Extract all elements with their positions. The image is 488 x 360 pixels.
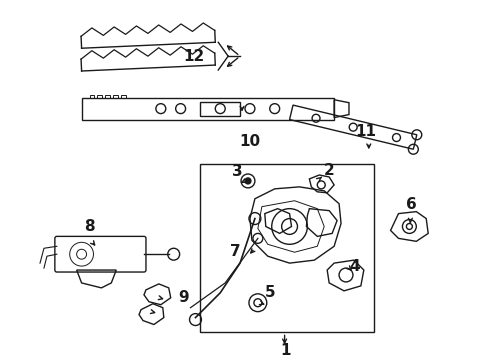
Text: 2: 2	[323, 162, 334, 177]
Circle shape	[244, 178, 250, 184]
Text: 6: 6	[405, 197, 416, 212]
Text: 7: 7	[229, 244, 240, 259]
Text: 1: 1	[280, 343, 290, 358]
Text: 9: 9	[178, 290, 188, 305]
Text: 3: 3	[231, 163, 242, 179]
Text: 8: 8	[84, 219, 95, 234]
Text: 4: 4	[349, 258, 360, 274]
Text: 5: 5	[264, 285, 275, 300]
Text: 10: 10	[239, 134, 260, 149]
Text: 12: 12	[183, 49, 203, 64]
Text: 11: 11	[355, 124, 376, 139]
